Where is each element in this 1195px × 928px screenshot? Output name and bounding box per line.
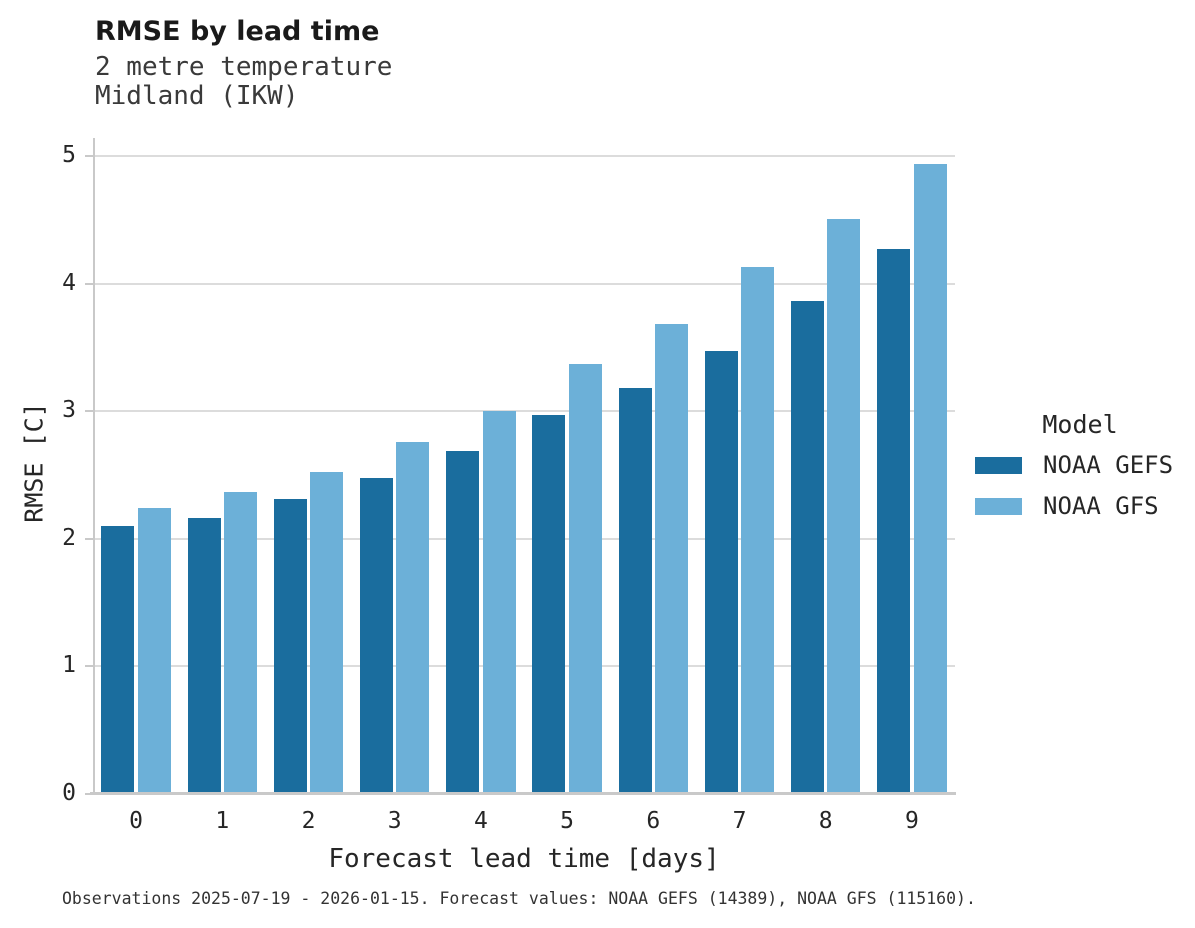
legend-swatch-noaa-gfs bbox=[975, 497, 1022, 515]
chart-subtitle-station: Midland (IKW) bbox=[95, 81, 299, 111]
legend-swatch-noaa-gefs bbox=[975, 456, 1022, 474]
gridline-y-2 bbox=[95, 537, 955, 540]
y-tick-label-4: 4 bbox=[62, 269, 76, 296]
legend-label-noaa-gefs: NOAA GEFS bbox=[1043, 451, 1174, 479]
x-tick-label-0: 0 bbox=[129, 808, 144, 834]
bar-noaa-gefs-day-8 bbox=[791, 301, 824, 794]
y-tick-mark-5 bbox=[85, 155, 93, 157]
bar-noaa-gefs-day-3 bbox=[360, 477, 393, 794]
chart-title: RMSE by lead time bbox=[95, 16, 380, 47]
gridline-y-4 bbox=[95, 282, 955, 285]
bar-noaa-gfs-day-7 bbox=[741, 267, 775, 794]
bar-noaa-gfs-day-4 bbox=[482, 411, 516, 794]
legend-item-noaa-gfs: NOAA GFS bbox=[975, 492, 1185, 520]
x-axis-baseline bbox=[90, 792, 956, 795]
x-tick-label-7: 7 bbox=[732, 808, 747, 834]
y-tick-label-1: 1 bbox=[62, 652, 76, 679]
x-axis-title: Forecast lead time [days] bbox=[328, 844, 720, 874]
bar-noaa-gefs-day-0 bbox=[101, 526, 135, 794]
legend-title: Model bbox=[1042, 410, 1118, 439]
bar-noaa-gfs-day-5 bbox=[568, 363, 602, 794]
x-tick-label-5: 5 bbox=[560, 808, 575, 834]
y-tick-mark-4 bbox=[85, 282, 93, 285]
y-tick-label-5: 5 bbox=[62, 142, 76, 168]
x-tick-label-1: 1 bbox=[215, 808, 230, 834]
x-tick-label-6: 6 bbox=[646, 808, 661, 834]
bar-noaa-gefs-day-9 bbox=[877, 249, 911, 794]
y-tick-mark-0 bbox=[85, 793, 93, 795]
bar-noaa-gefs-day-6 bbox=[618, 388, 652, 794]
x-tick-label-8: 8 bbox=[818, 808, 833, 834]
bar-noaa-gfs-day-1 bbox=[224, 491, 257, 794]
gridline-y-1 bbox=[95, 665, 955, 668]
legend-label-noaa-gfs: NOAA GFS bbox=[1043, 492, 1159, 520]
footer-caption: Observations 2025-07-19 - 2026-01-15. Fo… bbox=[62, 889, 976, 908]
bar-noaa-gefs-day-2 bbox=[273, 499, 307, 794]
gridline-y-5 bbox=[95, 155, 955, 157]
bar-noaa-gfs-day-8 bbox=[827, 218, 861, 794]
y-tick-mark-2 bbox=[85, 537, 93, 540]
y-axis-spine bbox=[93, 138, 95, 795]
y-tick-mark-3 bbox=[85, 410, 93, 413]
y-tick-label-0: 0 bbox=[62, 780, 76, 806]
gridline-y-3 bbox=[95, 410, 955, 413]
bar-noaa-gefs-day-7 bbox=[704, 351, 738, 794]
x-tick-label-4: 4 bbox=[473, 808, 488, 834]
x-tick-label-9: 9 bbox=[904, 808, 919, 834]
bar-noaa-gefs-day-5 bbox=[532, 415, 566, 794]
legend-item-noaa-gefs: NOAA GEFS bbox=[975, 451, 1185, 479]
x-tick-label-2: 2 bbox=[301, 808, 316, 834]
bar-noaa-gefs-day-1 bbox=[187, 518, 221, 794]
y-tick-label-2: 2 bbox=[62, 524, 76, 551]
bar-noaa-gefs-day-4 bbox=[446, 450, 480, 794]
y-tick-label-3: 3 bbox=[62, 397, 76, 424]
bar-noaa-gfs-day-6 bbox=[655, 324, 688, 794]
legend: Model NOAA GEFS NOAA GFS bbox=[975, 410, 1185, 533]
bar-noaa-gfs-day-2 bbox=[310, 472, 344, 794]
x-tick-label-3: 3 bbox=[387, 808, 402, 834]
bar-noaa-gfs-day-0 bbox=[137, 508, 171, 794]
y-tick-mark-1 bbox=[85, 665, 93, 668]
bar-noaa-gfs-day-3 bbox=[396, 441, 430, 794]
bar-noaa-gfs-day-9 bbox=[913, 163, 947, 794]
chart-subtitle-variable: 2 metre temperature bbox=[95, 52, 393, 82]
